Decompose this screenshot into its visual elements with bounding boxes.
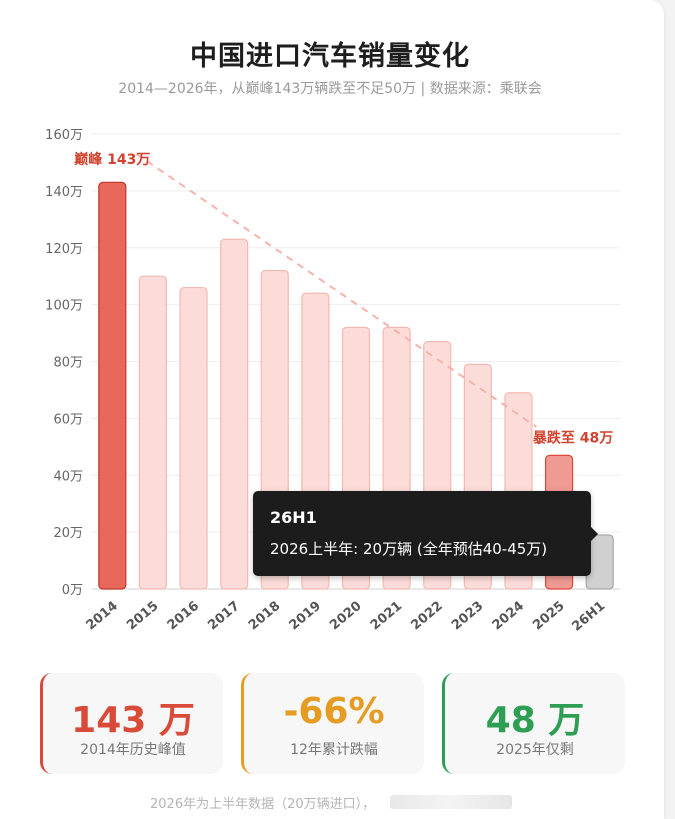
footer-note: 2026年为上半年数据（20万辆进口），: [150, 797, 376, 812]
y-tick-label: 40万: [53, 469, 83, 484]
y-tick-label: 120万: [45, 242, 83, 257]
stat-card-decline: -66% 12年累计跌幅: [241, 673, 424, 774]
y-tick-label: 100万: [45, 299, 83, 314]
y-tick-label: 0万: [62, 583, 83, 598]
x-tick-label: 2024: [490, 599, 527, 634]
blurred-text-mask: [390, 795, 512, 809]
tooltip: 26H1 2026上半年: 20万辆 (全年预估40-45万): [253, 491, 598, 576]
bar-2015: [138, 275, 168, 590]
x-tick-label: 2016: [165, 599, 202, 634]
x-tick-label: 2019: [287, 599, 324, 634]
x-tick-label: 26H1: [569, 599, 608, 635]
y-tick-label: 140万: [45, 185, 83, 200]
tooltip-body: 2026上半年: 20万辆 (全年预估40-45万): [270, 540, 548, 558]
y-tick-label: 20万: [53, 526, 83, 541]
y-tick-label: 60万: [53, 412, 83, 427]
stat-label: 2025年仅剩: [496, 742, 574, 758]
x-tick-label: 2025: [530, 599, 567, 634]
x-tick-label: 2017: [205, 599, 242, 634]
annotation-label: 暴跌至 48万: [532, 431, 613, 447]
tooltip-title: 26H1: [270, 508, 317, 527]
x-tick-label: 2021: [368, 599, 405, 634]
stat-card-remaining: 48 万 2025年仅剩: [442, 673, 625, 774]
stat-value: -66%: [283, 691, 385, 732]
chart-title: 中国进口汽车销量变化: [190, 41, 470, 72]
stat-label: 12年累计跌幅: [290, 742, 378, 758]
stat-card-peak: 143 万 2014年历史峰值: [40, 673, 223, 774]
chart-subtitle: 2014—2026年，从巅峰143万辆跌至不足50万 | 数据来源：乘联会: [118, 81, 542, 97]
tooltip-arrow: [591, 527, 598, 541]
x-tick-label: 2015: [124, 599, 161, 634]
stat-value: 48 万: [485, 700, 585, 741]
x-tick-label: 2020: [327, 599, 364, 634]
x-tick-label: 2023: [449, 599, 486, 634]
annotation-label: 巅峰 143万: [74, 151, 150, 168]
x-tick-label: 2022: [408, 599, 445, 634]
bar-2014: [98, 181, 127, 590]
stat-label: 2014年历史峰值: [80, 742, 186, 758]
bar-2017: [220, 238, 249, 590]
stat-value: 143 万: [71, 700, 195, 741]
x-tick-label: 2014: [84, 599, 121, 634]
y-tick-label: 160万: [45, 128, 83, 143]
bar-2016: [179, 286, 208, 590]
y-tick-label: 80万: [53, 356, 83, 371]
x-tick-label: 2018: [246, 599, 283, 634]
trend-line: [135, 153, 538, 428]
